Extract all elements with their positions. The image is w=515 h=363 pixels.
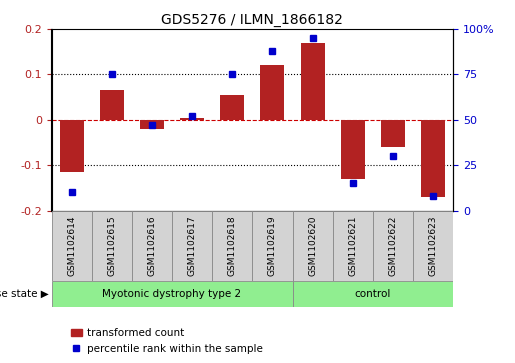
Text: GSM1102620: GSM1102620 (308, 216, 317, 276)
Bar (341, 120, 365, 179)
Bar (100, 90, 124, 120)
Text: GSM1102622: GSM1102622 (388, 216, 398, 276)
Text: GSM1102623: GSM1102623 (428, 216, 438, 276)
Bar (140, 120, 164, 129)
Bar (381, 120, 405, 147)
Text: Myotonic dystrophy type 2: Myotonic dystrophy type 2 (102, 289, 242, 299)
Bar (261, 65, 284, 120)
Text: GSM1102616: GSM1102616 (147, 216, 157, 276)
Bar (301, 43, 324, 120)
Text: GSM1102621: GSM1102621 (348, 216, 357, 276)
Legend: transformed count, percentile rank within the sample: transformed count, percentile rank withi… (67, 324, 267, 358)
Bar (333, 211, 373, 281)
Bar (413, 211, 453, 281)
Bar (92, 211, 132, 281)
Bar (52, 281, 293, 307)
Text: GSM1102619: GSM1102619 (268, 216, 277, 276)
Text: GSM1102615: GSM1102615 (107, 216, 116, 276)
Bar (293, 211, 333, 281)
Bar (180, 118, 204, 120)
Text: disease state ▶: disease state ▶ (0, 289, 49, 299)
Bar (212, 211, 252, 281)
Bar (52, 211, 92, 281)
Bar (373, 211, 413, 281)
Text: GSM1102617: GSM1102617 (187, 216, 197, 276)
Text: GSM1102614: GSM1102614 (67, 216, 76, 276)
Text: control: control (355, 289, 391, 299)
Text: GSM1102618: GSM1102618 (228, 216, 237, 276)
Bar (60, 120, 83, 172)
Bar (421, 120, 445, 197)
Bar (252, 211, 293, 281)
Bar (132, 211, 172, 281)
Bar (172, 211, 212, 281)
Title: GDS5276 / ILMN_1866182: GDS5276 / ILMN_1866182 (161, 13, 344, 26)
Bar (220, 95, 244, 120)
Bar (293, 281, 453, 307)
